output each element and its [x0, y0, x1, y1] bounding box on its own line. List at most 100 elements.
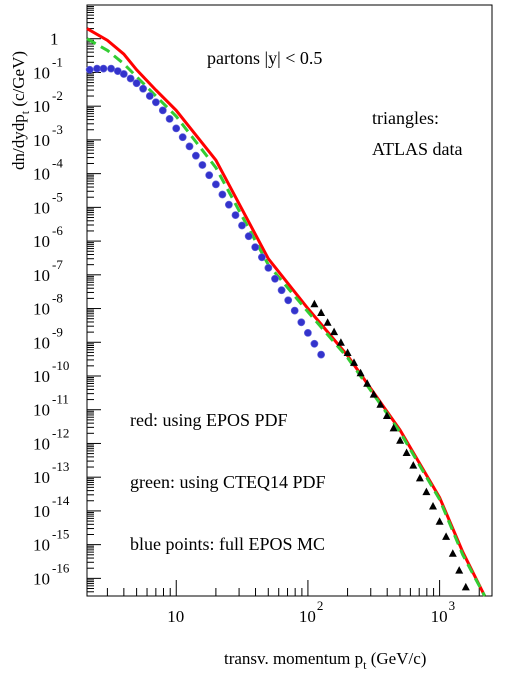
x-tick-label: 10 — [299, 607, 316, 626]
y-tick-label: 10 — [33, 569, 50, 588]
y-tick-label: 10 — [33, 131, 50, 150]
atlas-point — [369, 390, 378, 398]
mc-point — [257, 253, 266, 262]
atlas-point — [343, 348, 352, 356]
atlas-point — [336, 338, 345, 346]
mc-point — [205, 171, 214, 180]
y-tick-label-exponent: -3 — [52, 122, 63, 137]
mc-point — [126, 74, 135, 83]
y-tick-label: 10 — [33, 266, 50, 285]
mc-point — [178, 133, 187, 142]
atlas-point — [448, 549, 457, 557]
annotation-title: partons |y| < 0.5 — [207, 48, 322, 68]
mc-point — [172, 124, 181, 133]
y-tick-label: 10 — [33, 401, 50, 420]
atlas-point — [323, 318, 332, 326]
mc-point — [310, 339, 319, 348]
atlas-point — [396, 436, 405, 444]
mc-point — [303, 328, 312, 337]
mc-point — [119, 70, 128, 78]
axes: 10 102103110-110-210-310-410-510-610-710-… — [33, 4, 480, 626]
mc-point — [145, 92, 154, 100]
y-tick-label: 10 — [33, 468, 50, 487]
y-tick-label: 10 — [33, 232, 50, 251]
annotation-green: green: using CTEQ14 PDF — [130, 472, 326, 492]
y-tick-label-exponent: -5 — [52, 189, 63, 204]
atlas-point — [350, 358, 358, 366]
atlas-point — [382, 411, 391, 419]
y-tick-label: 10 — [33, 536, 50, 555]
y-tick-label-exponent: -8 — [52, 291, 63, 306]
annotation-blue: blue points: full EPOS MC — [130, 534, 325, 554]
mc-point — [238, 221, 246, 230]
atlas-point — [429, 502, 437, 510]
atlas-point — [310, 299, 319, 308]
atlas-point — [435, 517, 444, 525]
atlas-point — [442, 532, 451, 540]
y-tick-label-exponent: -6 — [52, 223, 63, 238]
y-tick-label: 10 — [33, 300, 50, 319]
mc-point — [191, 151, 200, 160]
y-tick-label: 10 — [33, 502, 50, 521]
y-tick-label: 10 — [33, 165, 50, 184]
y-tick-label-exponent: -9 — [52, 324, 63, 339]
atlas-point — [317, 308, 326, 316]
mc-point — [251, 243, 260, 252]
mc-point — [198, 161, 207, 169]
mc-point — [85, 65, 94, 74]
mc-point — [224, 200, 233, 209]
mc-point — [185, 142, 194, 151]
y-tick-label-exponent: -2 — [52, 88, 63, 103]
y-tick-label-exponent: -11 — [52, 392, 69, 407]
atlas-point — [422, 487, 431, 496]
mc-point — [290, 306, 299, 315]
atlas-point — [330, 327, 339, 336]
mc-point — [271, 274, 279, 283]
atlas-point — [402, 448, 411, 456]
y-tick-label-exponent: -13 — [52, 459, 69, 474]
y-tick-label: 10 — [33, 198, 50, 217]
x-tick-label-exponent: 2 — [317, 598, 324, 613]
mc-point — [297, 318, 306, 327]
mc-point — [211, 180, 220, 189]
y-tick-label-exponent: -14 — [52, 493, 70, 508]
series-layer — [85, 27, 487, 597]
mc-point — [264, 263, 273, 272]
y-tick-label-exponent: -15 — [52, 527, 69, 542]
series-line-0 — [86, 27, 487, 597]
y-tick-label: 10 — [33, 97, 50, 116]
y-tick-label: 10 — [33, 367, 50, 386]
mc-point — [165, 115, 174, 123]
y-tick-label-exponent: -1 — [52, 54, 63, 69]
annotation-red: red: using EPOS PDF — [130, 410, 288, 430]
y-tick-label-exponent: -12 — [52, 425, 69, 440]
annotation-triangles-1: triangles: — [372, 108, 439, 128]
y-tick-label: 1 — [50, 30, 59, 49]
mc-point — [218, 190, 227, 199]
atlas-point — [455, 566, 464, 574]
mc-point — [244, 232, 253, 241]
y-tick-label: 10 — [33, 63, 50, 82]
mc-point — [277, 286, 286, 295]
mc-point — [139, 84, 147, 93]
atlas-point — [409, 461, 418, 469]
mc-point — [151, 98, 160, 107]
atlas-point — [363, 379, 372, 387]
y-tick-label: 10 — [33, 333, 50, 352]
mc-point — [158, 106, 167, 115]
mc-point — [317, 350, 325, 359]
y-tick-label-exponent: -4 — [52, 156, 63, 171]
x-tick-label: 10 — [167, 607, 184, 626]
mc-point — [93, 64, 101, 73]
x-axis-label: transv. momentum pt (GeV/c) — [224, 649, 426, 672]
annotation-triangles-2: ATLAS data — [372, 139, 462, 159]
y-axis-label: dn/dydpt (c/GeV) — [9, 51, 32, 170]
atlas-point — [389, 423, 398, 432]
atlas-point — [415, 473, 424, 482]
plot-frame — [86, 4, 493, 597]
atlas-point — [461, 582, 470, 591]
x-tick-label-exponent: 3 — [449, 598, 456, 613]
y-tick-label-exponent: -10 — [52, 358, 69, 373]
atlas-point — [356, 368, 365, 377]
y-tick-label: 10 — [33, 434, 50, 453]
